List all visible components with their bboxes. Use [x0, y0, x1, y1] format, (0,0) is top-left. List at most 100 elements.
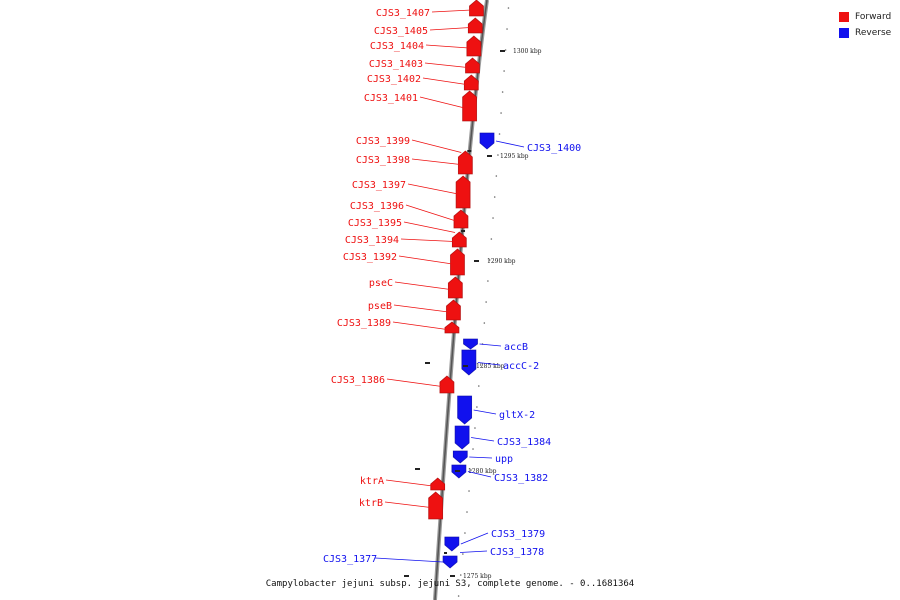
leader-line — [495, 140, 525, 148]
forward-gene-ktrA[interactable] — [430, 477, 446, 491]
gene-label-CJS3_1384: CJS3_1384 — [497, 437, 551, 448]
gene-label-CJS3_1403: CJS3_1403 — [369, 59, 423, 70]
leader-line — [469, 456, 493, 459]
forward-swatch — [839, 12, 849, 22]
gene-label-CJS3_1401: CJS3_1401 — [364, 93, 418, 104]
leader-line — [479, 343, 502, 347]
legend: Forward Reverse — [839, 9, 891, 41]
gene-label-CJS3_1379: CJS3_1379 — [491, 529, 545, 540]
forward-gene-CJS3_1396[interactable] — [453, 209, 469, 229]
major-tick — [463, 365, 468, 367]
reverse-gene-accC-2[interactable] — [461, 349, 477, 376]
gene-label-pseC: pseC — [369, 278, 393, 289]
reverse-gene-CJS3_1400[interactable] — [479, 132, 495, 150]
major-tick — [450, 575, 455, 577]
minor-mark — [415, 468, 420, 470]
leader-line — [411, 139, 462, 153]
gene-label-ktrB: ktrB — [359, 498, 383, 509]
forward-gene-pseB[interactable] — [445, 299, 461, 321]
reverse-gene-gltX-2[interactable] — [457, 395, 473, 425]
leader-line — [400, 238, 455, 242]
gene-label-CJS3_1382: CJS3_1382 — [494, 473, 548, 484]
forward-gene-CJS3_1405[interactable] — [467, 17, 483, 34]
leader-line — [392, 321, 448, 330]
genome-caption: Campylobacter jejuni subsp. jejuni S3, c… — [265, 579, 635, 589]
leader-line — [393, 304, 449, 313]
tick-label: 1285 kbp — [476, 363, 505, 370]
leader-line — [403, 221, 456, 233]
gene-label-CJS3_1402: CJS3_1402 — [367, 74, 421, 85]
reverse-gene-upp[interactable] — [452, 450, 468, 464]
leader-line — [473, 409, 497, 415]
gene-label-gltX-2: gltX-2 — [499, 410, 535, 421]
reverse-gene-CJS3_1384[interactable] — [454, 425, 470, 450]
leader-line — [411, 158, 461, 165]
tick-label: 1280 kbp — [468, 468, 497, 475]
gene-label-CJS3_1389: CJS3_1389 — [337, 318, 391, 329]
forward-gene-CJS3_1399[interactable] — [467, 150, 472, 152]
leader-line — [394, 281, 451, 290]
forward-gene-CJS3_1389[interactable] — [444, 321, 460, 334]
gene-label-CJS3_1378: CJS3_1378 — [490, 547, 544, 558]
forward-gene-CJS3_1403[interactable] — [465, 57, 481, 74]
gene-label-CJS3_1404: CJS3_1404 — [370, 41, 424, 52]
forward-gene-CJS3_1392[interactable] — [449, 248, 465, 276]
forward-gene-CJS3_1402[interactable] — [463, 74, 479, 91]
forward-gene-CJS3_1394[interactable] — [451, 231, 467, 248]
tick-label: 1295 kbp — [500, 153, 529, 160]
minor-tick-dots — [457, 7, 510, 597]
gene-label-accB: accB — [504, 342, 528, 353]
gene-label-accC-2: accC-2 — [503, 361, 539, 372]
gene-label-CJS3_1386: CJS3_1386 — [331, 375, 385, 386]
forward-gene-CJS3_1404[interactable] — [466, 35, 482, 57]
leader-line — [467, 471, 492, 478]
legend-reverse: Reverse — [839, 25, 891, 41]
reverse-gene-CJS3_1378[interactable] — [444, 552, 448, 554]
tick-label: 1300 kbp — [513, 48, 542, 55]
gene-label-CJS3_1377: CJS3_1377 — [323, 554, 377, 565]
gene-label-pseB: pseB — [368, 301, 392, 312]
forward-gene-CJS3_1398[interactable] — [457, 150, 473, 175]
reverse-gene-CJS3_1377[interactable] — [442, 555, 458, 569]
leader-line — [429, 27, 471, 31]
forward-gene-pseC[interactable] — [447, 276, 463, 299]
leader-line — [405, 204, 457, 222]
forward-gene-CJS3_1386[interactable] — [439, 375, 455, 394]
reverse-gene-CJS3_1379[interactable] — [444, 536, 460, 552]
leader-line — [374, 557, 444, 563]
leader-line — [460, 532, 489, 545]
tick-label: 1275 kbp — [463, 573, 492, 580]
leader-line — [385, 479, 433, 487]
forward-gene-ktrB[interactable] — [428, 491, 444, 520]
forward-gene-CJS3_1395[interactable] — [461, 230, 466, 232]
leader-line — [424, 62, 468, 68]
reverse-swatch — [839, 28, 849, 38]
major-tick — [455, 470, 460, 472]
gene-label-upp: upp — [495, 454, 513, 465]
gene-label-CJS3_1395: CJS3_1395 — [348, 218, 402, 229]
gene-label-ktrA: ktrA — [360, 476, 384, 487]
legend-forward: Forward — [839, 9, 891, 25]
major-tick — [474, 260, 479, 262]
gene-label-CJS3_1399: CJS3_1399 — [356, 136, 410, 147]
leader-line — [425, 44, 469, 49]
leader-line — [422, 77, 467, 85]
forward-gene-CJS3_1401[interactable] — [462, 90, 478, 122]
leader-line — [459, 550, 488, 553]
gene-label-CJS3_1400: CJS3_1400 — [527, 143, 581, 154]
forward-gene-CJS3_1407[interactable] — [468, 0, 484, 17]
gene-label-CJS3_1392: CJS3_1392 — [343, 252, 397, 263]
major-tick — [500, 50, 505, 52]
leader-line — [471, 437, 495, 442]
gene-label-CJS3_1407: CJS3_1407 — [376, 8, 430, 19]
gene-label-CJS3_1398: CJS3_1398 — [356, 155, 410, 166]
reverse-gene-accB[interactable] — [463, 338, 479, 350]
gene-label-CJS3_1394: CJS3_1394 — [345, 235, 399, 246]
leader-line — [419, 96, 465, 109]
major-tick — [487, 155, 492, 157]
minor-mark — [425, 362, 430, 364]
forward-gene-CJS3_1397[interactable] — [455, 175, 471, 209]
minor-mark — [404, 575, 409, 577]
tick-label: 1290 kbp — [487, 258, 516, 265]
